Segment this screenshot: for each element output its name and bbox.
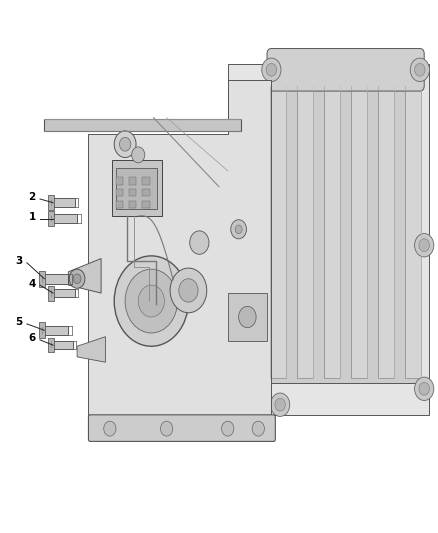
Circle shape bbox=[262, 58, 281, 82]
Bar bbox=[48, 211, 54, 226]
Text: 3: 3 bbox=[15, 256, 23, 266]
Bar bbox=[406, 86, 421, 378]
FancyBboxPatch shape bbox=[267, 49, 424, 91]
Circle shape bbox=[231, 220, 247, 239]
Bar bbox=[48, 338, 54, 352]
Circle shape bbox=[114, 256, 188, 346]
Circle shape bbox=[271, 393, 290, 416]
Bar bbox=[116, 177, 124, 184]
Circle shape bbox=[170, 268, 207, 313]
Text: 5: 5 bbox=[15, 317, 23, 327]
Text: 6: 6 bbox=[28, 333, 36, 343]
Text: 4: 4 bbox=[28, 279, 36, 288]
FancyBboxPatch shape bbox=[88, 415, 276, 441]
Bar bbox=[112, 160, 162, 216]
Bar bbox=[142, 189, 150, 196]
Polygon shape bbox=[228, 64, 428, 415]
Bar bbox=[44, 274, 68, 284]
Bar bbox=[53, 289, 75, 297]
Circle shape bbox=[104, 421, 116, 436]
Bar bbox=[44, 119, 241, 131]
Bar bbox=[272, 80, 420, 383]
Bar bbox=[48, 286, 54, 301]
Circle shape bbox=[179, 279, 198, 302]
Bar bbox=[129, 189, 137, 196]
Polygon shape bbox=[77, 337, 106, 362]
Circle shape bbox=[190, 231, 209, 254]
Bar bbox=[142, 177, 150, 184]
Bar bbox=[129, 177, 137, 184]
Bar bbox=[297, 86, 313, 378]
Bar bbox=[270, 86, 286, 378]
Bar bbox=[116, 189, 124, 196]
Circle shape bbox=[132, 147, 145, 163]
Bar bbox=[53, 198, 75, 207]
Bar bbox=[378, 86, 394, 378]
Bar bbox=[39, 271, 45, 287]
Bar bbox=[324, 86, 340, 378]
Circle shape bbox=[69, 269, 85, 288]
Circle shape bbox=[222, 421, 234, 436]
Bar bbox=[228, 293, 267, 341]
Bar bbox=[44, 326, 68, 335]
Bar bbox=[116, 200, 124, 208]
Bar bbox=[142, 200, 150, 208]
Circle shape bbox=[252, 421, 265, 436]
Bar bbox=[48, 195, 54, 210]
Polygon shape bbox=[88, 80, 272, 437]
Circle shape bbox=[275, 398, 286, 411]
Bar bbox=[129, 200, 137, 208]
Circle shape bbox=[235, 225, 242, 233]
Circle shape bbox=[138, 285, 164, 317]
Circle shape bbox=[73, 274, 81, 284]
Bar bbox=[351, 86, 367, 378]
Circle shape bbox=[415, 377, 434, 400]
Polygon shape bbox=[68, 259, 101, 293]
Bar bbox=[53, 342, 73, 349]
Circle shape bbox=[114, 131, 136, 158]
Text: 1: 1 bbox=[28, 212, 36, 222]
Bar bbox=[39, 322, 45, 338]
Bar bbox=[53, 214, 77, 223]
Circle shape bbox=[419, 239, 429, 252]
Circle shape bbox=[266, 63, 277, 76]
Circle shape bbox=[125, 269, 177, 333]
Bar bbox=[116, 167, 157, 209]
Circle shape bbox=[239, 306, 256, 328]
Circle shape bbox=[415, 233, 434, 257]
Circle shape bbox=[120, 138, 131, 151]
Circle shape bbox=[160, 421, 173, 436]
Circle shape bbox=[410, 58, 429, 82]
Text: 2: 2 bbox=[28, 192, 36, 203]
Circle shape bbox=[419, 382, 429, 395]
Circle shape bbox=[415, 63, 425, 76]
